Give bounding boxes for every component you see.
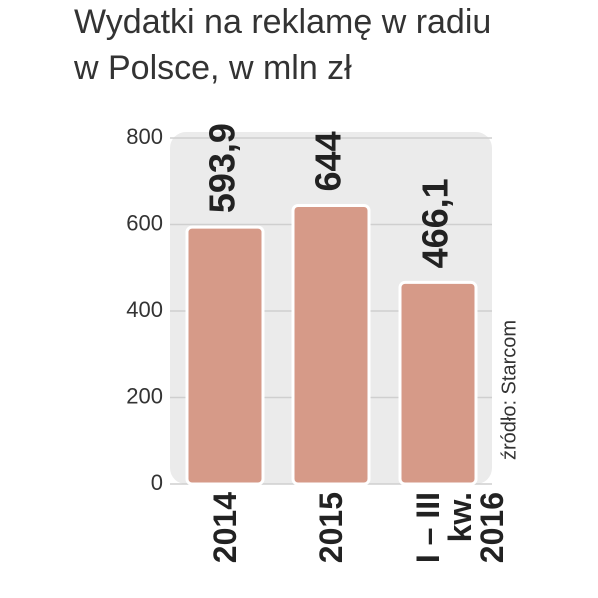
chart-title: Wydatki na reklamę w radiu	[74, 3, 491, 41]
value-label: 593,9	[202, 123, 243, 213]
y-tick-label: 800	[126, 124, 163, 149]
y-tick-label: 0	[151, 470, 163, 495]
y-tick-label: 400	[126, 297, 163, 322]
value-label: 466,1	[415, 178, 456, 268]
x-tick-label: 2014	[207, 492, 243, 564]
chart-title: w Polsce, w mln zł	[73, 49, 352, 87]
x-tick-label: I – III kw. 2016	[410, 492, 510, 564]
bar	[291, 203, 371, 486]
source: źródło: Starcom	[498, 320, 520, 460]
value-label: 644	[308, 131, 349, 191]
bar	[185, 225, 265, 486]
x-tick-label: 2015	[313, 492, 349, 564]
y-tick-label: 200	[126, 383, 163, 408]
bar	[398, 280, 478, 486]
y-tick-label: 600	[126, 210, 163, 235]
